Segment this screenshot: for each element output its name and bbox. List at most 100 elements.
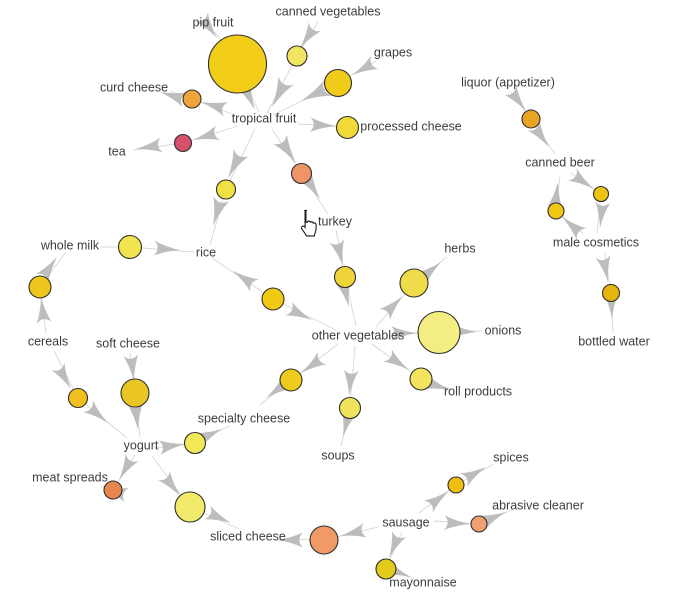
arrowhead-icon bbox=[153, 240, 180, 256]
rule-node-rule-4[interactable] bbox=[182, 89, 202, 109]
arrowhead-icon bbox=[479, 512, 506, 530]
rule-node-rule-24[interactable] bbox=[375, 558, 397, 580]
hand-pointer-cursor bbox=[301, 209, 317, 237]
arrowhead-icon bbox=[389, 531, 407, 558]
arrowhead-icon bbox=[228, 148, 249, 178]
item-label-pip-fruit[interactable]: pip fruit bbox=[193, 15, 235, 29]
arrowhead-icon bbox=[300, 22, 322, 48]
item-label-yogurt[interactable]: yogurt bbox=[124, 438, 159, 452]
rule-node-rule-9[interactable] bbox=[117, 234, 143, 260]
item-label-liquor-appetizer[interactable]: liquor (appetizer) bbox=[461, 75, 555, 89]
item-label-sausage[interactable]: sausage bbox=[382, 515, 429, 529]
rule-node-rule-23[interactable] bbox=[309, 525, 339, 555]
edge-lines-layer bbox=[39, 21, 614, 580]
rule-node-rule-26[interactable] bbox=[470, 515, 488, 533]
item-label-spices[interactable]: spices bbox=[493, 450, 528, 464]
arrowhead-icon bbox=[233, 271, 259, 292]
rule-node-rule-8[interactable] bbox=[290, 162, 313, 185]
rule-node-rule-25[interactable] bbox=[447, 476, 465, 494]
item-label-other-vegetables[interactable]: other vegetables bbox=[312, 328, 404, 342]
arrowhead-icon bbox=[204, 505, 231, 523]
rule-node-rule-15[interactable] bbox=[409, 367, 433, 391]
arrowhead-icon bbox=[119, 453, 139, 480]
arrowhead-icon bbox=[595, 201, 611, 228]
item-label-curd-cheese[interactable]: curd cheese bbox=[100, 80, 168, 94]
arrowhead-icon bbox=[340, 522, 368, 538]
rule-node-rule-17[interactable] bbox=[279, 368, 303, 392]
item-label-onions[interactable]: onions bbox=[485, 323, 522, 337]
rule-node-rule-6[interactable] bbox=[335, 115, 360, 140]
arrowhead-icon bbox=[301, 80, 332, 101]
item-label-whole-milk[interactable]: whole milk bbox=[40, 238, 100, 252]
item-label-herbs[interactable]: herbs bbox=[444, 241, 475, 255]
rule-node-rule-13[interactable] bbox=[399, 268, 429, 298]
rule-node-rule-12[interactable] bbox=[333, 265, 357, 289]
rule-node-rule-30[interactable] bbox=[601, 283, 621, 303]
rule-nodes-layer bbox=[28, 34, 621, 580]
rule-node-rule-20[interactable] bbox=[183, 431, 207, 455]
arrowhead-icon bbox=[35, 257, 57, 283]
rule-node-rule-21[interactable] bbox=[103, 480, 123, 500]
item-label-processed-cheese[interactable]: processed cheese bbox=[360, 119, 462, 133]
item-label-meat-spreads[interactable]: meat spreads bbox=[32, 470, 108, 484]
arrowhead-icon bbox=[193, 125, 221, 141]
arrowhead-icon bbox=[309, 117, 336, 133]
cursor-layer bbox=[301, 209, 317, 237]
rule-node-rule-28[interactable] bbox=[592, 185, 610, 203]
rule-node-rule-7[interactable] bbox=[215, 179, 237, 200]
arrowhead-icon bbox=[343, 369, 359, 396]
arrowhead-icon bbox=[595, 255, 611, 282]
arrowhead-icon bbox=[273, 134, 296, 163]
rule-node-rule-10[interactable] bbox=[28, 275, 52, 299]
arrowhead-icon bbox=[504, 85, 526, 111]
rule-node-rule-11[interactable] bbox=[261, 287, 285, 311]
arrowhead-icon bbox=[568, 168, 594, 189]
arrowhead-icon bbox=[383, 349, 409, 370]
arrowhead-icon bbox=[272, 76, 294, 107]
item-label-male-cosmetics[interactable]: male cosmetics bbox=[553, 235, 639, 249]
item-label-canned-beer[interactable]: canned beer bbox=[525, 155, 595, 169]
arrowhead-icon bbox=[160, 92, 188, 107]
item-label-rice[interactable]: rice bbox=[196, 245, 216, 259]
rule-node-rule-2[interactable] bbox=[286, 45, 308, 67]
rule-node-rule-29[interactable] bbox=[547, 202, 565, 220]
arrowhead-icon bbox=[379, 296, 403, 320]
arrowhead-icon bbox=[527, 121, 549, 147]
arrowhead-icon bbox=[443, 515, 470, 531]
item-label-bottled-water[interactable]: bottled water bbox=[578, 334, 650, 348]
rule-node-rule-18[interactable] bbox=[120, 378, 150, 408]
item-label-cereals[interactable]: cereals bbox=[28, 334, 68, 348]
arrowhead-icon bbox=[158, 470, 180, 496]
item-label-tropical-fruit[interactable]: tropical fruit bbox=[232, 111, 297, 125]
rule-node-rule-22[interactable] bbox=[174, 491, 206, 523]
arrowhead-icon bbox=[423, 491, 449, 513]
item-label-sliced-cheese[interactable]: sliced cheese bbox=[210, 529, 286, 543]
item-label-turkey[interactable]: turkey bbox=[318, 214, 353, 228]
arrowhead-icon bbox=[195, 12, 217, 38]
arrowhead-icon bbox=[158, 440, 185, 456]
item-label-roll-products[interactable]: roll products bbox=[444, 384, 512, 398]
rule-node-rule-27[interactable] bbox=[521, 109, 541, 129]
rule-node-rule-19[interactable] bbox=[67, 387, 89, 409]
arrowhead-icon bbox=[329, 238, 344, 266]
rule-node-rule-3[interactable] bbox=[323, 68, 353, 98]
arrowhead-icon bbox=[459, 467, 486, 487]
item-label-specialty-cheese[interactable]: specialty cheese bbox=[198, 411, 290, 425]
arrowhead-icon bbox=[301, 351, 327, 373]
item-label-mayonnaise[interactable]: mayonnaise bbox=[389, 575, 456, 589]
item-label-grapes[interactable]: grapes bbox=[374, 45, 412, 59]
rule-node-rule-1[interactable] bbox=[207, 34, 268, 94]
arrowhead-icon bbox=[213, 196, 230, 226]
rule-node-rule-16[interactable] bbox=[338, 396, 362, 420]
item-label-soups[interactable]: soups bbox=[321, 448, 354, 462]
item-label-canned-vegetables[interactable]: canned vegetables bbox=[276, 4, 381, 18]
rule-node-rule-14[interactable] bbox=[417, 310, 461, 355]
item-label-tea[interactable]: tea bbox=[108, 144, 125, 158]
rule-node-rule-5[interactable] bbox=[173, 133, 193, 153]
arrowhead-icon bbox=[195, 429, 222, 447]
arrowhead-icon bbox=[136, 137, 163, 153]
item-label-soft-cheese[interactable]: soft cheese bbox=[96, 336, 160, 350]
item-label-abrasive-cleaner[interactable]: abrasive cleaner bbox=[492, 498, 584, 512]
